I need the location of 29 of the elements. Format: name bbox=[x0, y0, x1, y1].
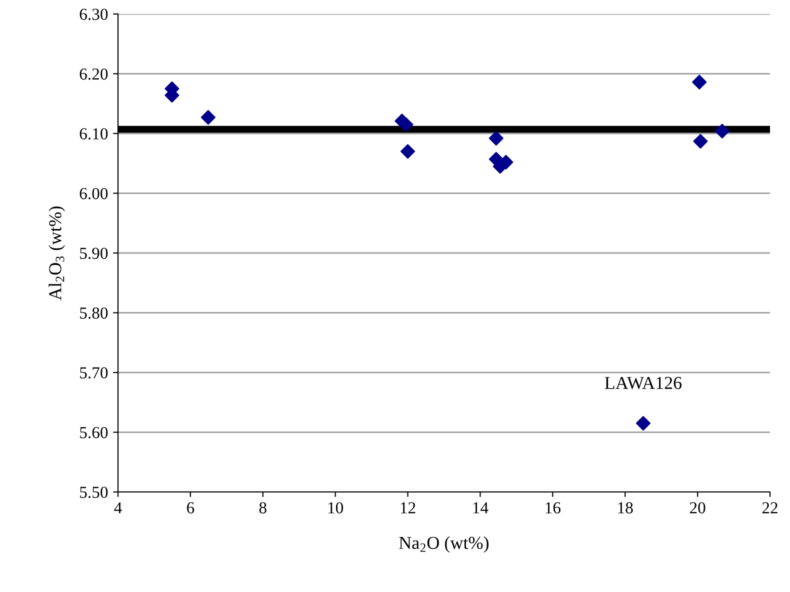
x-tick-label: 20 bbox=[690, 502, 706, 514]
x-tick-label: 6 bbox=[186, 502, 194, 514]
y-tick-label: 6.30 bbox=[80, 8, 108, 20]
point bbox=[636, 416, 651, 431]
point bbox=[714, 124, 730, 138]
y-tick-label: 6.10 bbox=[80, 128, 108, 140]
point bbox=[400, 144, 416, 159]
y-tick-label: 6.00 bbox=[80, 188, 108, 200]
point bbox=[488, 130, 504, 146]
x-tick-label: 8 bbox=[259, 502, 266, 514]
y-tick-label: 5.90 bbox=[80, 248, 108, 260]
point bbox=[692, 74, 707, 90]
y-tick-label: 5.60 bbox=[80, 426, 108, 438]
x-tick-label: 22 bbox=[762, 502, 778, 514]
x-tick-label: 14 bbox=[473, 502, 488, 514]
point bbox=[200, 110, 216, 125]
x-tick-label: 18 bbox=[618, 502, 633, 514]
x-axis-title: Na$_{2}$O (wt%) bbox=[399, 536, 489, 553]
point bbox=[693, 134, 708, 149]
x-tick-label: 12 bbox=[400, 502, 416, 514]
y-tick-label: 5.50 bbox=[80, 486, 108, 498]
x-tick-label: 4 bbox=[114, 502, 122, 514]
y-axis-title: Al$_{2}$O$_{3}$ (wt%) bbox=[48, 206, 65, 300]
y-tick-label: 6.20 bbox=[80, 68, 108, 80]
x-tick-label: 16 bbox=[546, 502, 561, 514]
x-tick-label: 10 bbox=[328, 502, 344, 514]
annotation: LAWA126 bbox=[604, 376, 682, 390]
y-tick-label: 5.70 bbox=[80, 367, 108, 379]
y-tick-label: 5.80 bbox=[80, 307, 108, 319]
